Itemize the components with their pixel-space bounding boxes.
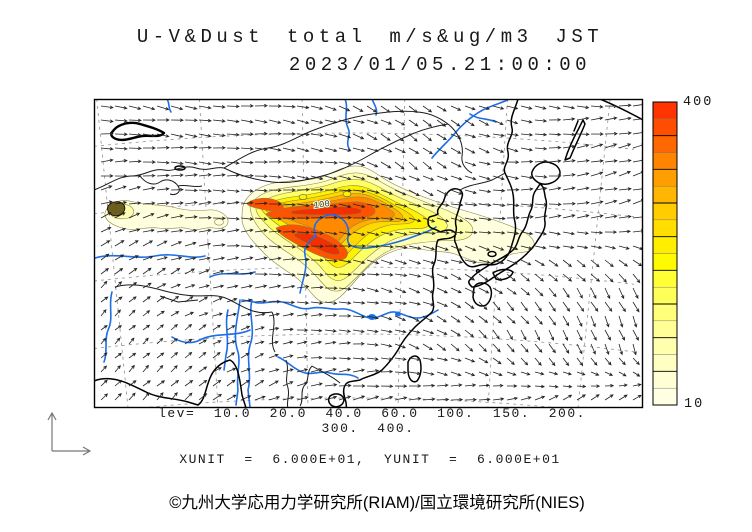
colorbar-segment: [652, 320, 678, 338]
rivers: [94, 99, 510, 408]
colorbar-segment: [652, 219, 678, 237]
contour-ring: [298, 194, 308, 200]
colorbar-segment: [652, 371, 678, 389]
colorbar-segment: [652, 169, 678, 187]
map-frame: [93, 98, 644, 409]
colorbar-segment: [652, 253, 678, 271]
vector-scale-axes-icon: [47, 411, 92, 456]
copyright-line: ©九州大学応用力学研究所(RIAM)/国立環境研究所(NIES): [169, 494, 585, 512]
colorbar-segment: [652, 303, 678, 322]
dust-contours: [104, 165, 535, 303]
wind-vector-field: [100, 102, 643, 402]
colorbar-min-label: 10: [684, 397, 705, 412]
contour-levels-legend: lev= 10.0 20.0 40.0 60.0 100. 150. 200.: [158, 406, 586, 421]
colorbar-segment: [652, 270, 678, 288]
country-borders: [94, 110, 506, 408]
colorbar-segment: [652, 152, 678, 170]
colorbar-segment: [652, 101, 678, 120]
colorbar-segment: [652, 118, 678, 136]
colorbar-segment: [652, 337, 678, 355]
colorbar: [652, 101, 678, 406]
colorbar-segment: [652, 286, 678, 305]
colorbar-segment: [652, 202, 678, 221]
contour-ring: [214, 218, 224, 226]
colorbar-segment: [652, 135, 678, 153]
coastlines: [94, 99, 643, 408]
contour-value-label: 100: [313, 199, 330, 211]
colorbar-max-label: 400: [683, 95, 714, 110]
colorbar-segment: [652, 387, 678, 406]
colorbar-segment: [652, 185, 678, 204]
contour-levels-legend-2: 300. 400.: [321, 421, 415, 436]
colorbar-segment: [652, 354, 678, 372]
contour-ring: [342, 191, 352, 197]
chart-title: U-V&Dust total m/s&ug/m3 JST: [136, 26, 604, 48]
colorbar-segment: [652, 236, 678, 254]
chart-timestamp: 2023/01/05.21:00:00: [288, 54, 592, 76]
vector-units-label: XUNIT = 6.000E+01, YUNIT = 6.000E+01: [179, 452, 561, 467]
